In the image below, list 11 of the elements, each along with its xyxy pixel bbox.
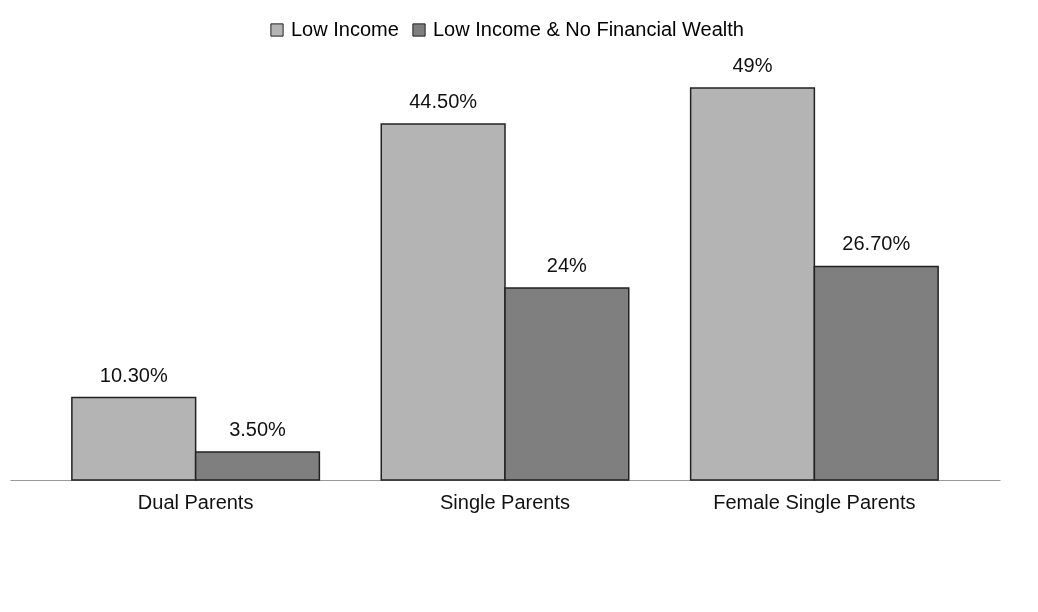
data-label: 49% bbox=[732, 54, 773, 76]
x-tick-label: Single Parents bbox=[439, 490, 571, 513]
x-tick-label: Dual Parents bbox=[137, 490, 254, 513]
legend-label: Low Income & No Financial Wealth bbox=[433, 18, 744, 40]
data-label: 3.50% bbox=[229, 418, 287, 440]
data-label: 44.50% bbox=[409, 90, 478, 112]
x-tick-label: Female Single Parents bbox=[713, 490, 916, 513]
data-label: 24% bbox=[546, 254, 588, 276]
legend-label: Low Income bbox=[291, 18, 399, 40]
data-label: 10.30% bbox=[99, 363, 168, 386]
data-label: 26.70% bbox=[842, 232, 911, 255]
